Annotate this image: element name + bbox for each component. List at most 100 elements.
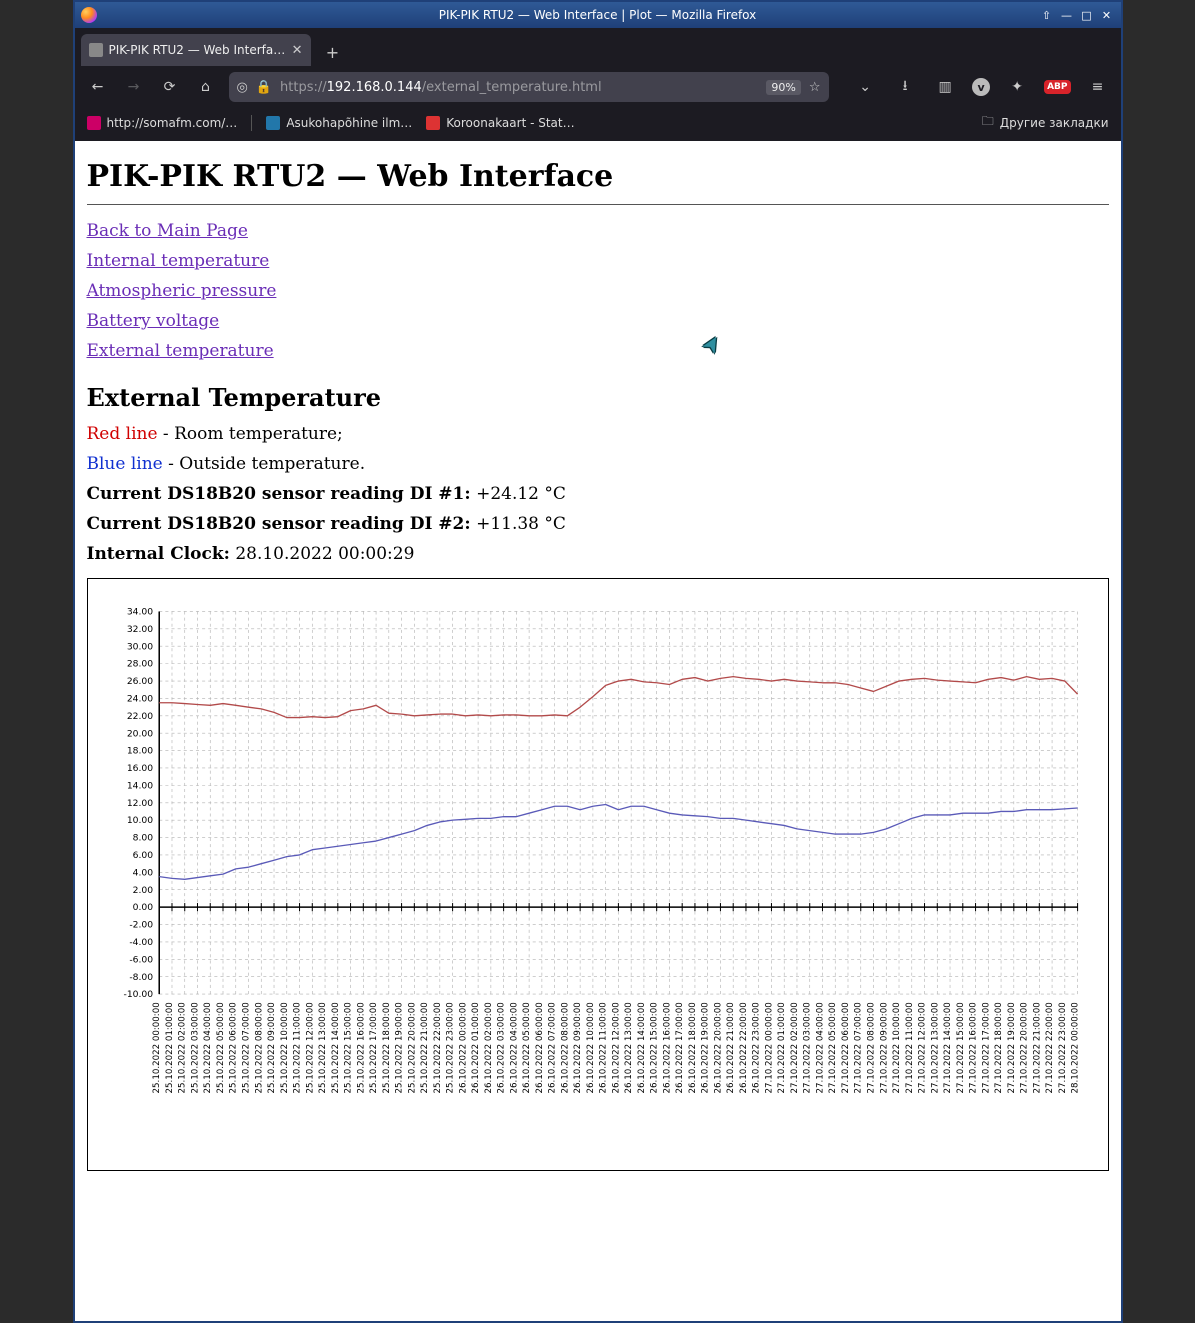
nav-toolbar: ← → ⟳ ⌂ ◎ 🔒 https://192.168.0.144/extern…	[75, 66, 1121, 108]
link-battery[interactable]: Battery voltage	[87, 311, 220, 331]
reload-button[interactable]: ⟳	[157, 74, 183, 100]
svg-text:26.10.2022 13:00:00: 26.10.2022 13:00:00	[624, 1002, 634, 1093]
svg-text:25.10.2022 13:00:00: 25.10.2022 13:00:00	[318, 1002, 328, 1093]
bookmark-favicon	[87, 116, 101, 130]
svg-text:20.00: 20.00	[126, 728, 152, 739]
svg-text:26.10.2022 18:00:00: 26.10.2022 18:00:00	[687, 1002, 697, 1093]
svg-text:-10.00: -10.00	[123, 989, 153, 1000]
svg-text:27.10.2022 13:00:00: 27.10.2022 13:00:00	[930, 1002, 940, 1093]
svg-text:22.00: 22.00	[126, 711, 152, 722]
library-icon[interactable]: ▥	[932, 74, 958, 100]
svg-text:14.00: 14.00	[126, 780, 152, 791]
browser-tab[interactable]: PIK-PIK RTU2 — Web Interface ✕	[81, 34, 311, 66]
bookmark-korona[interactable]: Koroonakaart - Stat…	[426, 116, 574, 130]
svg-text:26.10.2022 00:00:00: 26.10.2022 00:00:00	[458, 1002, 468, 1093]
svg-text:27.10.2022 03:00:00: 27.10.2022 03:00:00	[802, 1002, 812, 1093]
link-main[interactable]: Back to Main Page	[87, 221, 248, 241]
svg-text:25.10.2022 07:00:00: 25.10.2022 07:00:00	[241, 1002, 251, 1093]
link-external-temp[interactable]: External temperature	[87, 341, 274, 361]
bookmark-somafm[interactable]: http://somafm.com/…	[87, 116, 238, 130]
svg-text:25.10.2022 05:00:00: 25.10.2022 05:00:00	[216, 1002, 226, 1093]
sensor-2-reading: Current DS18B20 sensor reading DI #2: +1…	[87, 514, 1109, 534]
bookmark-favicon	[426, 116, 440, 130]
bookmark-separator	[251, 115, 252, 131]
window-minimize-button[interactable]: —	[1059, 7, 1075, 23]
svg-text:26.10.2022 05:00:00: 26.10.2022 05:00:00	[522, 1002, 532, 1093]
svg-text:27.10.2022 18:00:00: 27.10.2022 18:00:00	[994, 1002, 1004, 1093]
svg-text:27.10.2022 21:00:00: 27.10.2022 21:00:00	[1032, 1002, 1042, 1093]
svg-text:26.10.2022 06:00:00: 26.10.2022 06:00:00	[534, 1002, 544, 1093]
legend-red: Red line - Room temperature;	[87, 424, 1109, 444]
page-title: PIK-PIK RTU2 — Web Interface	[87, 159, 1109, 194]
back-button[interactable]: ←	[85, 74, 111, 100]
menu-icon[interactable]: ≡	[1085, 74, 1111, 100]
bookmarks-toolbar: http://somafm.com/… Asukohapõhine ilm… K…	[75, 108, 1121, 141]
svg-text:26.00: 26.00	[126, 676, 152, 687]
svg-text:25.10.2022 09:00:00: 25.10.2022 09:00:00	[267, 1002, 277, 1093]
svg-text:26.10.2022 23:00:00: 26.10.2022 23:00:00	[751, 1002, 761, 1093]
svg-text:25.10.2022 23:00:00: 25.10.2022 23:00:00	[445, 1002, 455, 1093]
svg-text:27.10.2022 20:00:00: 27.10.2022 20:00:00	[1019, 1002, 1029, 1093]
url-bar[interactable]: ◎ 🔒 https://192.168.0.144/external_tempe…	[229, 72, 829, 102]
lock-warning-icon[interactable]: 🔒	[256, 80, 272, 95]
divider	[87, 204, 1109, 205]
svg-text:27.10.2022 22:00:00: 27.10.2022 22:00:00	[1045, 1002, 1055, 1093]
internal-clock: Internal Clock: 28.10.2022 00:00:29	[87, 544, 1109, 564]
window-close-button[interactable]: ✕	[1099, 7, 1115, 23]
other-bookmarks-folder[interactable]: 🗀 Другие закладки	[982, 112, 1109, 133]
svg-text:16.00: 16.00	[126, 763, 152, 774]
downloads-icon[interactable]: ⭳	[892, 74, 918, 100]
svg-text:26.10.2022 08:00:00: 26.10.2022 08:00:00	[560, 1002, 570, 1093]
window-pin-button[interactable]: ⇧	[1039, 7, 1055, 23]
svg-text:26.10.2022 16:00:00: 26.10.2022 16:00:00	[662, 1002, 672, 1093]
extension-icon[interactable]: ✦	[1004, 74, 1030, 100]
svg-text:26.10.2022 20:00:00: 26.10.2022 20:00:00	[713, 1002, 723, 1093]
svg-text:27.10.2022 07:00:00: 27.10.2022 07:00:00	[853, 1002, 863, 1093]
tab-close-icon[interactable]: ✕	[292, 43, 303, 58]
svg-text:25.10.2022 19:00:00: 25.10.2022 19:00:00	[394, 1002, 404, 1093]
svg-text:18.00: 18.00	[126, 746, 152, 757]
svg-text:25.10.2022 04:00:00: 25.10.2022 04:00:00	[203, 1002, 213, 1093]
link-pressure[interactable]: Atmospheric pressure	[87, 281, 277, 301]
svg-text:27.10.2022 15:00:00: 27.10.2022 15:00:00	[955, 1002, 965, 1093]
window-maximize-button[interactable]: □	[1079, 7, 1095, 23]
svg-text:27.10.2022 14:00:00: 27.10.2022 14:00:00	[943, 1002, 953, 1093]
svg-text:27.10.2022 09:00:00: 27.10.2022 09:00:00	[879, 1002, 889, 1093]
svg-text:25.10.2022 22:00:00: 25.10.2022 22:00:00	[432, 1002, 442, 1093]
link-internal-temp[interactable]: Internal temperature	[87, 251, 270, 271]
forward-button[interactable]: →	[121, 74, 147, 100]
svg-text:27.10.2022 06:00:00: 27.10.2022 06:00:00	[840, 1002, 850, 1093]
abp-icon[interactable]: ABP	[1044, 80, 1070, 94]
svg-text:26.10.2022 22:00:00: 26.10.2022 22:00:00	[738, 1002, 748, 1093]
home-button[interactable]: ⌂	[193, 74, 219, 100]
svg-text:25.10.2022 21:00:00: 25.10.2022 21:00:00	[420, 1002, 430, 1093]
svg-text:25.10.2022 10:00:00: 25.10.2022 10:00:00	[279, 1002, 289, 1093]
svg-text:26.10.2022 02:00:00: 26.10.2022 02:00:00	[483, 1002, 493, 1093]
tracking-shield-icon[interactable]: ◎	[237, 80, 248, 95]
new-tab-button[interactable]: +	[319, 38, 347, 66]
svg-text:10.00: 10.00	[126, 815, 152, 826]
account-avatar-icon[interactable]: v	[972, 78, 990, 96]
temperature-chart: 25.10.2022 00:00:0025.10.2022 01:00:0025…	[98, 589, 1098, 1160]
svg-text:25.10.2022 08:00:00: 25.10.2022 08:00:00	[254, 1002, 264, 1093]
svg-text:25.10.2022 16:00:00: 25.10.2022 16:00:00	[356, 1002, 366, 1093]
svg-text:25.10.2022 01:00:00: 25.10.2022 01:00:00	[164, 1002, 174, 1093]
svg-text:26.10.2022 09:00:00: 26.10.2022 09:00:00	[573, 1002, 583, 1093]
svg-text:27.10.2022 01:00:00: 27.10.2022 01:00:00	[777, 1002, 787, 1093]
svg-text:27.10.2022 17:00:00: 27.10.2022 17:00:00	[981, 1002, 991, 1093]
svg-text:0.00: 0.00	[132, 902, 153, 913]
svg-text:27.10.2022 00:00:00: 27.10.2022 00:00:00	[764, 1002, 774, 1093]
zoom-badge[interactable]: 90%	[766, 80, 800, 95]
svg-text:25.10.2022 17:00:00: 25.10.2022 17:00:00	[369, 1002, 379, 1093]
url-text: https://192.168.0.144/external_temperatu…	[280, 80, 758, 95]
pocket-icon[interactable]: ⌄	[852, 74, 878, 100]
svg-text:27.10.2022 23:00:00: 27.10.2022 23:00:00	[1057, 1002, 1067, 1093]
bookmark-star-icon[interactable]: ☆	[809, 80, 821, 95]
bookmark-weather[interactable]: Asukohapõhine ilm…	[266, 116, 412, 130]
legend-blue-label: Blue line	[87, 454, 163, 474]
svg-text:28.00: 28.00	[126, 659, 152, 670]
svg-text:25.10.2022 15:00:00: 25.10.2022 15:00:00	[343, 1002, 353, 1093]
tab-favicon	[89, 43, 103, 57]
svg-text:8.00: 8.00	[132, 833, 153, 844]
svg-text:25.10.2022 11:00:00: 25.10.2022 11:00:00	[292, 1002, 302, 1093]
